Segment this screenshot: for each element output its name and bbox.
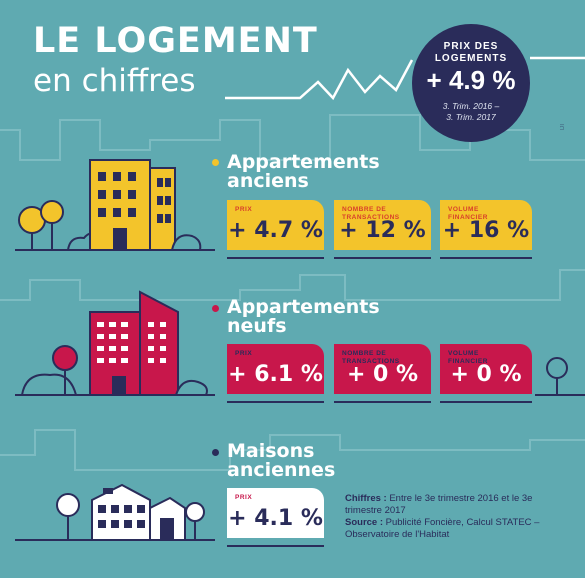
card-label: VOLUME FINANCIER: [448, 350, 488, 365]
page-title: LE LOGEMENT: [33, 21, 318, 61]
card-label: NOMBRE DE TRANSACTIONS: [342, 350, 400, 365]
underline: [440, 401, 532, 403]
section-dot-3: [212, 449, 219, 456]
card-label: NOMBRE DE TRANSACTIONS: [342, 206, 400, 221]
note-chiffres: Chiffres : Entre le 3e trimestre 2016 et…: [345, 493, 570, 517]
underline: [227, 545, 324, 547]
note-source-text: Publicité Foncière, Calcul STATEC – Obse…: [345, 517, 540, 540]
section-heading-maisons-anciennes: Maisons anciennes: [227, 440, 336, 481]
source-note: Chiffres : Entre le 3e trimestre 2016 et…: [345, 493, 570, 541]
section-dot-2: [212, 305, 219, 312]
card-volume-anciens: VOLUME FINANCIER + 16 %: [440, 200, 532, 250]
section-heading-appartements-anciens: Appartements anciens: [227, 151, 380, 192]
page-subtitle: en chiffres: [33, 63, 196, 99]
trend-line: [225, 59, 414, 101]
underline: [334, 401, 431, 403]
note-source: Source : Publicité Foncière, Calcul STAT…: [345, 517, 570, 541]
card-value: + 0 %: [346, 362, 419, 387]
underline: [227, 401, 324, 403]
apartment-building-new-icon: [20, 290, 568, 396]
underline: [334, 257, 431, 259]
underline: [227, 257, 324, 259]
card-value: + 12 %: [339, 218, 426, 243]
card-value: + 16 %: [442, 218, 530, 243]
card-label: PRIX: [235, 494, 253, 501]
house-icon: [56, 483, 205, 541]
card-value: + 4.1 %: [228, 506, 323, 531]
price-badge: PRIX DES LOGEMENTS + 4.9 % 3. Trim. 2016…: [412, 24, 530, 142]
card-value: + 6.1 %: [228, 362, 323, 387]
card-volume-neufs: VOLUME FINANCIER + 0 %: [440, 344, 532, 394]
card-label: PRIX: [235, 206, 253, 213]
card-prix-anciens: PRIX + 4.7 %: [227, 200, 324, 250]
apartment-building-old-icon: [18, 159, 202, 251]
note-chiffres-text: Entre le 3e trimestre 2016 et le 3e trim…: [345, 493, 533, 516]
card-value: + 0 %: [450, 362, 522, 387]
badge-period: 3. Trim. 2016 – 3. Trim. 2017: [442, 101, 500, 122]
badge-label: PRIX DES LOGEMENTS: [434, 41, 508, 64]
card-transactions-neufs: NOMBRE DE TRANSACTIONS + 0 %: [334, 344, 431, 394]
card-label: PRIX: [235, 350, 253, 357]
card-prix-neufs: PRIX + 6.1 %: [227, 344, 324, 394]
card-prix-maisons: PRIX + 4.1 %: [227, 488, 324, 538]
section-heading-appartements-neufs: Appartements neufs: [227, 296, 380, 337]
credit-mark: DI: [560, 124, 566, 130]
card-label: VOLUME FINANCIER: [448, 206, 488, 221]
card-value: + 4.7 %: [228, 218, 323, 243]
section-dot-1: [212, 159, 219, 166]
note-source-label: Source :: [345, 517, 384, 528]
card-transactions-anciens: NOMBRE DE TRANSACTIONS + 12 %: [334, 200, 431, 250]
underline: [440, 257, 532, 259]
note-chiffres-label: Chiffres :: [345, 493, 387, 504]
badge-value: + 4.9 %: [426, 65, 516, 95]
